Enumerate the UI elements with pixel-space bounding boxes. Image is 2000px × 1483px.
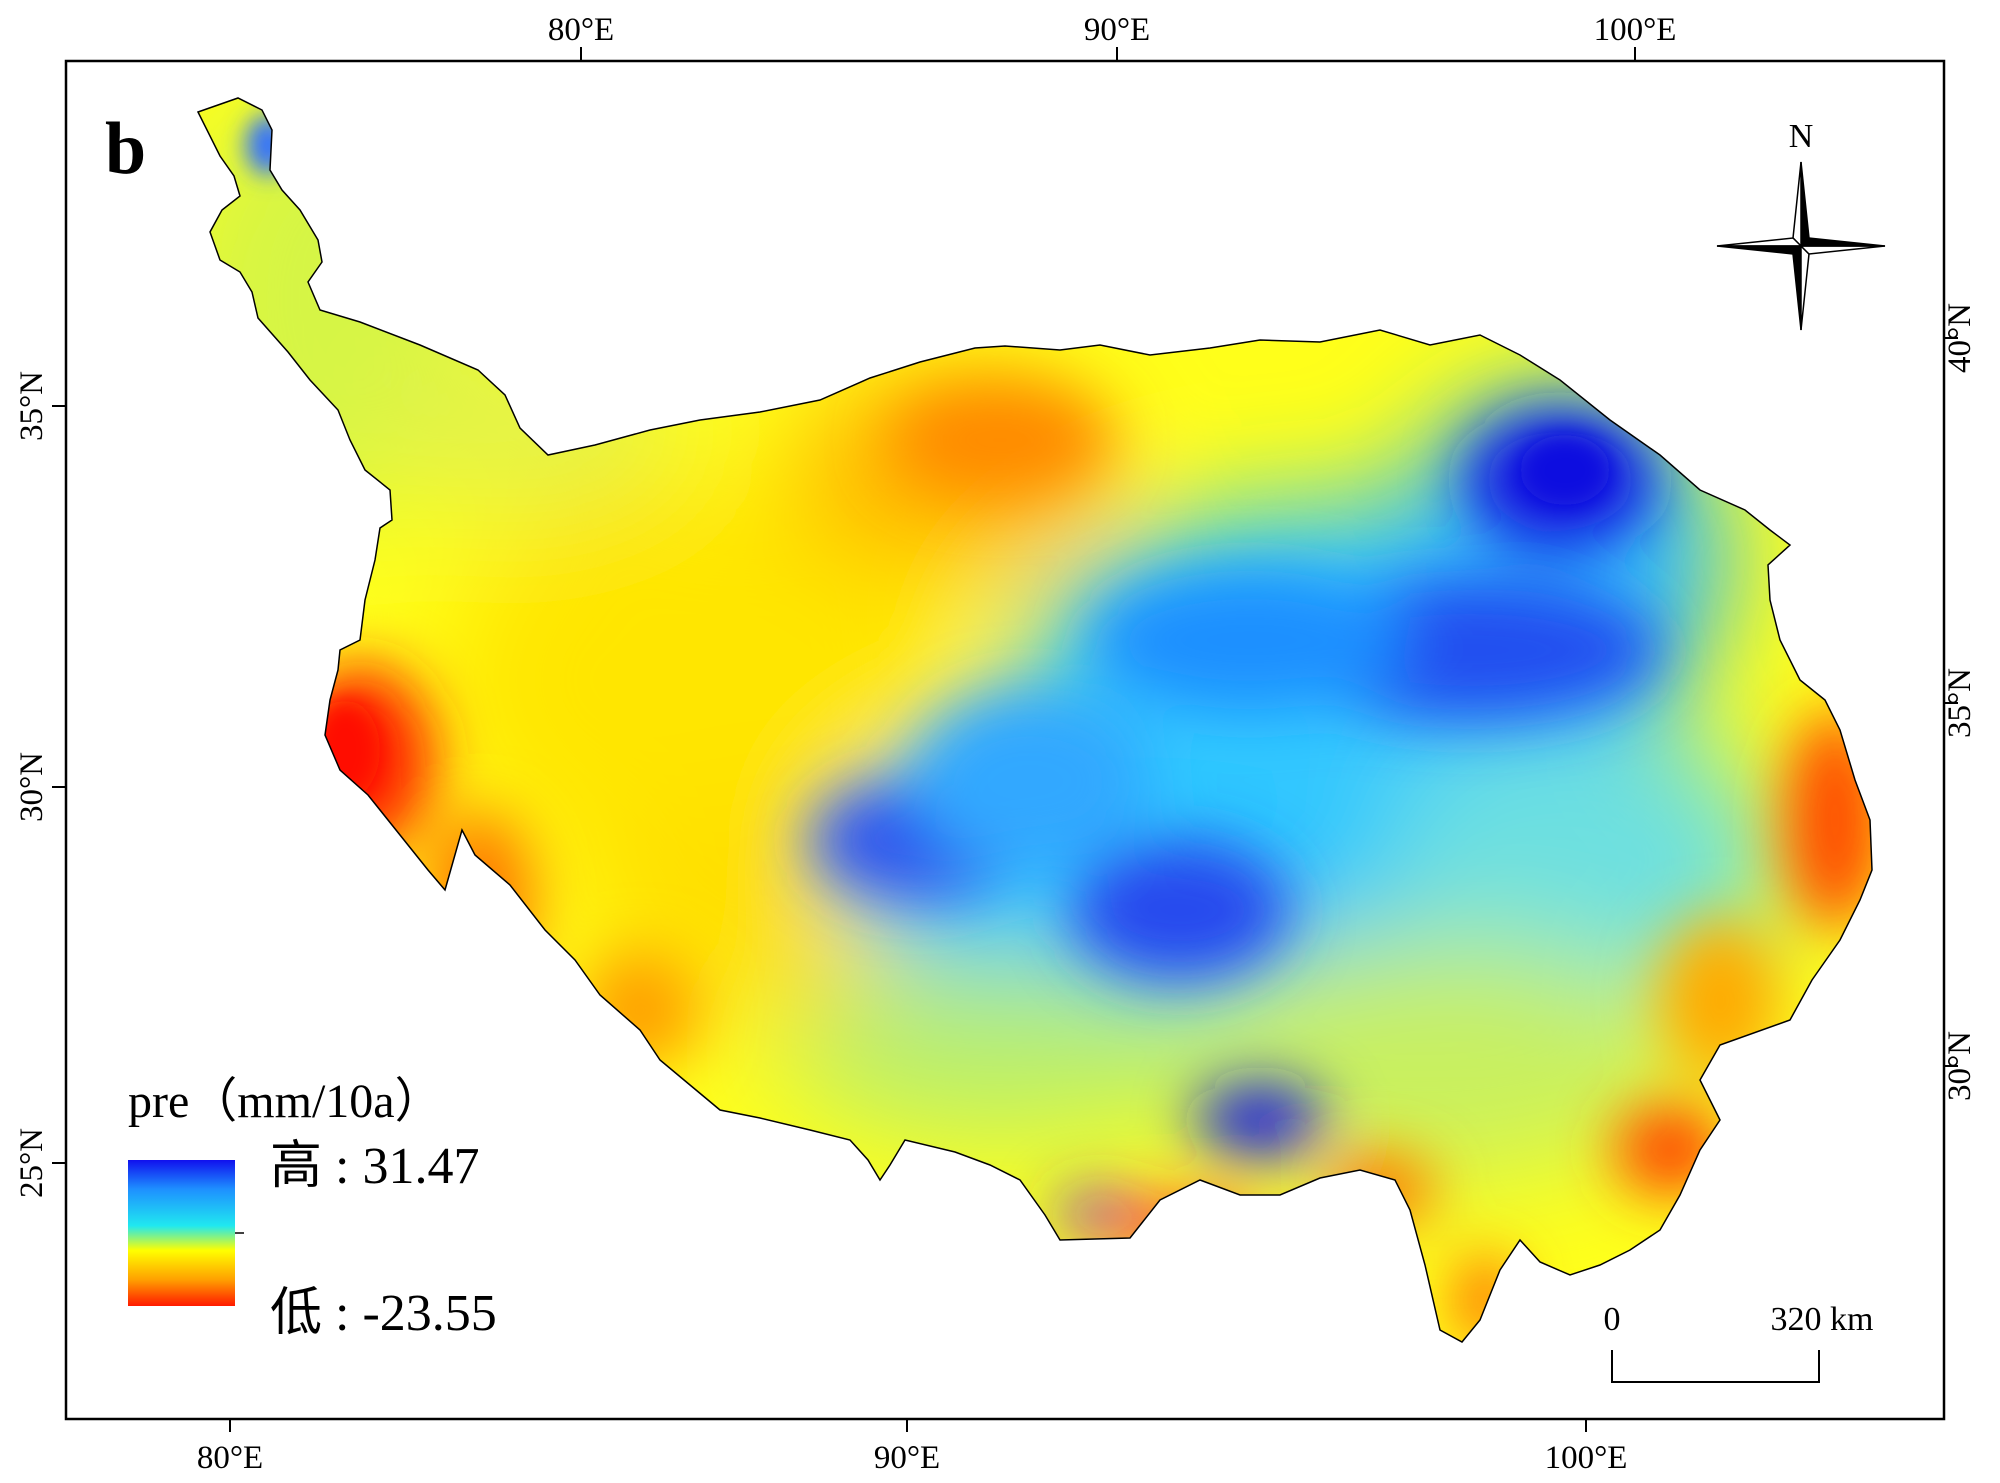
- legend-color-ramp: [128, 1160, 235, 1306]
- bottom-axis-label: 100°E: [1545, 1440, 1628, 1476]
- map-frame: [64, 59, 1946, 1421]
- left-axis-label: 30°N: [14, 752, 50, 822]
- left-axis-label: 25°N: [14, 1128, 50, 1198]
- right-axis-label: 40°N: [1942, 303, 1978, 373]
- scale-bar-end-label: 320 km: [1771, 1301, 1874, 1338]
- north-arrow-label: N: [1789, 118, 1814, 155]
- right-axis-label: 35°N: [1942, 668, 1978, 738]
- right-axis-label: 30°N: [1942, 1031, 1978, 1101]
- legend-title: pre（mm/10a）: [128, 1075, 443, 1128]
- legend-high-label: 高 : 31.47: [270, 1138, 479, 1195]
- top-ticks: [580, 47, 1636, 61]
- right-ticks: [1944, 337, 1958, 1067]
- top-axis-label: 100°E: [1594, 12, 1677, 48]
- bottom-axis-label: 90°E: [874, 1440, 940, 1476]
- scale-bar-line: [1611, 1350, 1820, 1383]
- top-axis-label: 80°E: [548, 12, 614, 48]
- left-axis-label: 35°N: [14, 371, 50, 441]
- scale-bar: 0 320 km: [1604, 1301, 1874, 1383]
- panel-label: b: [105, 108, 146, 190]
- scale-bar-start-label: 0: [1604, 1301, 1621, 1338]
- bottom-ticks: [229, 1419, 1587, 1432]
- legend: pre（mm/10a） 高 : 31.47 低 : -23.55: [128, 1075, 497, 1342]
- top-axis-labels: 80°E 90°E 100°E: [548, 12, 1677, 48]
- north-arrow: N: [1716, 118, 1886, 331]
- bottom-axis-labels: 80°E 90°E 100°E: [197, 1440, 1628, 1476]
- bottom-axis-label: 80°E: [197, 1440, 263, 1476]
- left-ticks: [52, 405, 66, 1164]
- right-axis-labels: 40°N 35°N 30°N: [1942, 303, 1978, 1101]
- top-axis-label: 90°E: [1084, 12, 1150, 48]
- left-axis-labels: 35°N 30°N 25°N: [14, 371, 50, 1198]
- compass-rose-icon: [1716, 161, 1886, 331]
- legend-low-label: 低 : -23.55: [270, 1285, 497, 1342]
